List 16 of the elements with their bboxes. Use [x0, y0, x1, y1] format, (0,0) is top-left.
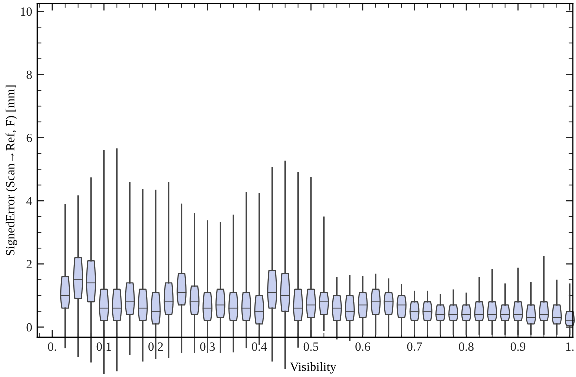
- y-tick-label: 2: [26, 260, 32, 269]
- y-tick-label: 0: [26, 323, 32, 332]
- x-tick-label: 0.8: [459, 342, 474, 352]
- x-tick-label: 0.5: [304, 342, 319, 352]
- x-axis-title: Visibility: [290, 362, 337, 374]
- y-tick-label: 4: [26, 197, 32, 206]
- x-tick-label: 0.7: [407, 342, 422, 352]
- x-tick-label: 1.: [566, 342, 574, 352]
- x-tick-label: 0.9: [510, 342, 526, 352]
- x-tick-label: 0.4: [252, 342, 268, 352]
- y-tick-label: 8: [26, 70, 32, 80]
- x-tick-label: 0.: [48, 342, 56, 352]
- x-tick-label: 0.6: [356, 342, 370, 352]
- y-axis-title: SignedError (Scan→Ref, F) [mm]: [6, 86, 18, 256]
- y-tick-label: 6: [26, 134, 32, 142]
- y-tick-label: 10: [21, 8, 32, 16]
